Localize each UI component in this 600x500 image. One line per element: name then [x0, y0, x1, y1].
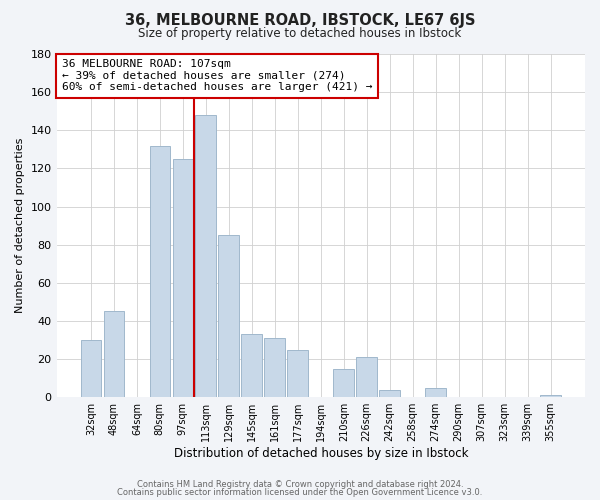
Bar: [356, 357, 377, 397]
Bar: [173, 159, 193, 397]
Text: Contains HM Land Registry data © Crown copyright and database right 2024.: Contains HM Land Registry data © Crown c…: [137, 480, 463, 489]
Bar: [218, 235, 239, 397]
Text: 36, MELBOURNE ROAD, IBSTOCK, LE67 6JS: 36, MELBOURNE ROAD, IBSTOCK, LE67 6JS: [125, 12, 475, 28]
Bar: [149, 146, 170, 397]
Bar: [80, 340, 101, 397]
Bar: [379, 390, 400, 397]
Text: 36 MELBOURNE ROAD: 107sqm
← 39% of detached houses are smaller (274)
60% of semi: 36 MELBOURNE ROAD: 107sqm ← 39% of detac…: [62, 59, 373, 92]
Text: Contains public sector information licensed under the Open Government Licence v3: Contains public sector information licen…: [118, 488, 482, 497]
Bar: [540, 396, 561, 397]
Bar: [104, 312, 124, 397]
X-axis label: Distribution of detached houses by size in Ibstock: Distribution of detached houses by size …: [173, 447, 468, 460]
Text: Size of property relative to detached houses in Ibstock: Size of property relative to detached ho…: [139, 28, 461, 40]
Bar: [241, 334, 262, 397]
Bar: [196, 115, 216, 397]
Y-axis label: Number of detached properties: Number of detached properties: [15, 138, 25, 314]
Bar: [334, 368, 354, 397]
Bar: [265, 338, 285, 397]
Bar: [425, 388, 446, 397]
Bar: [287, 350, 308, 397]
